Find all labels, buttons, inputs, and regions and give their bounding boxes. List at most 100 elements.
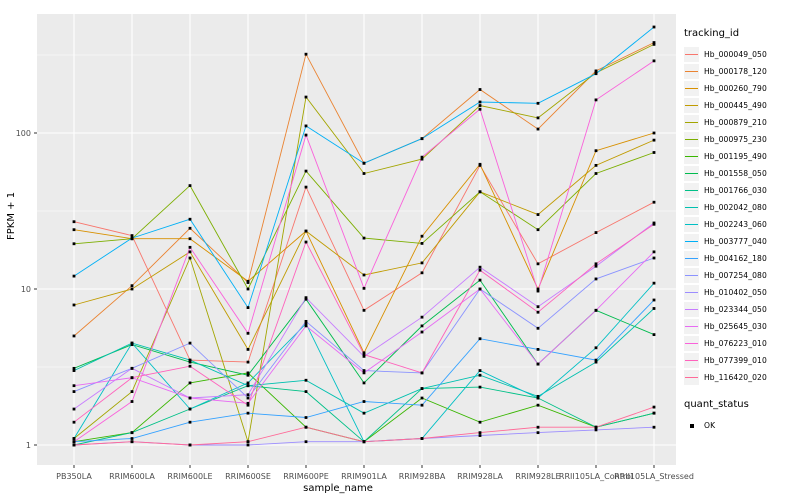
data-point [652,307,656,310]
data-point [362,172,366,175]
legend-line-sample [685,274,698,277]
legend-entry: Hb_000879_210 [684,114,798,131]
data-point [362,161,366,165]
x-tick-label: RRIM928LA [457,472,503,481]
legend-key-swatch [684,353,699,368]
data-point [594,163,598,167]
data-point [594,425,598,429]
data-point [420,387,424,390]
data-point [478,420,482,424]
data-point [536,262,540,266]
data-point [536,431,540,435]
data-point [362,236,366,240]
x-tick-label: RRIM600SE [225,472,271,481]
data-point [72,384,76,388]
legend-entry: Hb_025645_030 [684,318,798,335]
data-point [478,385,482,389]
data-point [652,333,656,337]
data-point [304,296,308,300]
data-point [246,348,250,351]
data-point [72,369,76,372]
data-point [594,277,598,281]
data-point [594,98,598,102]
data-point [536,326,540,330]
data-point [420,137,424,141]
legend-entry: Hb_004162_180 [684,250,798,267]
legend-line-sample [685,240,698,243]
color-legend-title: tracking_id [684,28,740,39]
data-point [478,100,482,104]
data-point [130,431,134,435]
data-point [130,287,134,291]
data-point [536,305,540,309]
legend-line-sample [685,342,698,345]
data-point [420,271,424,275]
legend-entry: Hb_116420_020 [684,369,798,386]
data-point [652,25,656,29]
y-tick-label: 10 [20,284,31,294]
data-point [420,403,424,407]
data-point [72,228,76,232]
data-point [536,348,540,351]
data-point [478,88,482,91]
data-point [478,431,482,435]
legend-label: Hb_025645_030 [704,322,767,331]
x-tick-label: RRIM600LA [109,472,155,481]
data-point [72,390,76,393]
data-point [246,401,250,405]
data-point [304,133,308,137]
data-point [188,396,192,400]
data-point [536,362,540,366]
legend-line-sample [685,70,698,73]
data-point [594,172,598,175]
data-point [304,297,308,301]
data-point [652,250,656,254]
x-tick-label: RRII105LA_Control [558,472,634,481]
data-point [478,373,482,377]
data-point [652,281,656,285]
data-point [304,324,308,328]
data-point [536,289,540,293]
data-point [652,41,656,44]
legend-entry: Hb_023344_050 [684,301,798,318]
data-point [130,341,134,345]
data-point [130,390,134,393]
data-point [536,127,540,131]
data-point [536,116,540,120]
data-point [478,434,482,437]
data-point [130,400,134,403]
data-point [246,279,250,283]
data-point [246,371,250,375]
data-point [652,59,656,63]
data-point [478,104,482,107]
data-point [652,405,656,409]
legend-label: Hb_000260_790 [704,84,767,93]
data-point [536,213,540,216]
legend-line-sample [685,206,698,209]
shape-legend: quant_status OK [684,399,798,434]
data-point [246,396,250,400]
data-point [536,310,540,314]
data-point [246,381,250,385]
data-point [594,346,598,350]
legend-line-sample [685,87,698,90]
data-point [362,381,366,385]
y-axis-title: FPKM + 1 [6,191,17,240]
data-point [188,184,192,188]
legend-entry: Hb_001195_490 [684,148,798,165]
legend-label: Hb_003777_040 [704,237,767,246]
legend-key-swatch [684,81,699,96]
data-point [594,149,598,153]
data-point [130,366,134,370]
legend-label: Hb_001766_030 [704,186,767,195]
data-point [72,303,76,307]
legend-entry: Hb_001558_050 [684,165,798,182]
data-point [246,393,250,397]
data-point [594,308,598,312]
legend-key-swatch [684,336,699,351]
data-point [594,72,598,76]
data-point [420,324,424,328]
data-point [130,343,134,347]
data-point [536,287,540,291]
